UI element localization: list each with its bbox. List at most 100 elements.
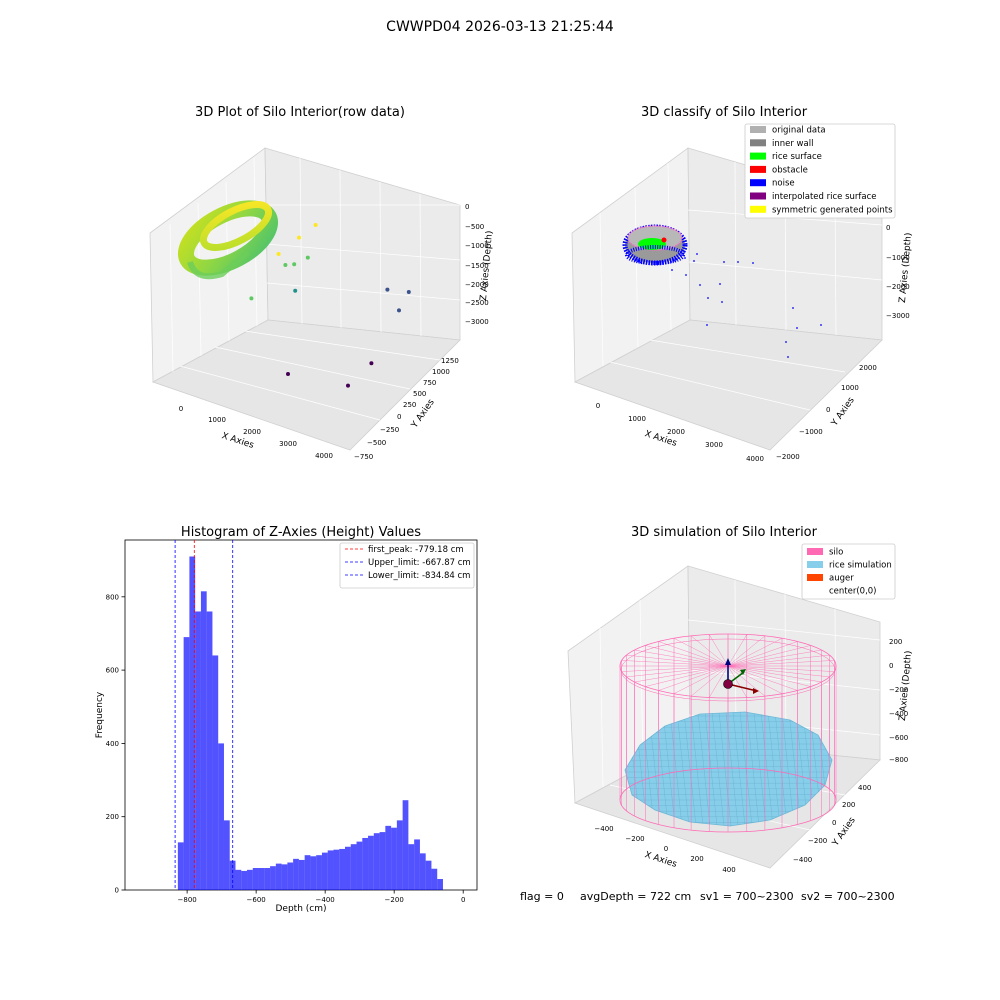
simulation-x-tick: 400: [722, 866, 735, 874]
panel-simulation-3d: 3D simulation of Silo Interior: [567, 525, 914, 874]
raw-y-tick: −250: [380, 426, 399, 434]
legend-label: obstacle: [772, 165, 808, 175]
histogram-bar: [425, 860, 432, 890]
simulation-y-tick: 200: [842, 801, 855, 809]
figure-suptitle: CWWPD04 2026-03-13 21:25:44: [386, 19, 614, 35]
raw-point: [385, 287, 390, 292]
histogram-bar: [368, 835, 374, 890]
rice-mesh-line: [683, 712, 697, 826]
footer-avg-depth: avgDepth = 722 cm: [580, 890, 691, 903]
simulation-y-tick: 400: [858, 784, 871, 792]
classify-y-tick: 2000: [859, 364, 877, 372]
histogram-bar: [414, 839, 420, 890]
simulation-z-tick: −800: [889, 756, 908, 764]
rice-mesh-line: [739, 712, 753, 826]
simulation-z-tick: −400: [889, 710, 908, 718]
raw-y-tick: 250: [403, 401, 416, 409]
legend-swatch: [807, 548, 823, 555]
rice-mesh-line: [788, 712, 802, 826]
panel-classify-3d: 3D classify of Silo Interior: [571, 105, 914, 463]
histogram-bar: [391, 827, 397, 890]
noise-point: [684, 257, 686, 259]
legend-label: noise: [772, 179, 795, 189]
raw-y-ticks: −750 −500 −250 0 250 500 750 1000 1250: [354, 357, 459, 461]
histogram-bar: [206, 611, 213, 890]
simulation-x-ticks: −400 −200 0 200 400: [594, 825, 735, 874]
legend-label: symmetric generated points: [772, 205, 893, 215]
classify-y-ticks: −2000 −1000 0 1000 2000: [776, 364, 877, 461]
legend-swatch: [750, 152, 766, 160]
raw-x-tick: 4000: [315, 452, 333, 460]
silo-roof-spoke: [709, 634, 729, 667]
silo-roof-spoke: [727, 665, 822, 683]
histogram-bar: [304, 855, 311, 890]
raw-x-tick: 0: [179, 405, 183, 413]
noise-point: [685, 274, 687, 276]
simulation-z-tick: 0: [889, 662, 893, 670]
silo-roof-spoke: [634, 649, 729, 667]
classify-z-tick: −3000: [886, 312, 910, 320]
silo-roof-spoke: [709, 665, 729, 698]
silo-roof-spoke: [727, 665, 811, 687]
simulation-x-label: X Axies: [643, 850, 678, 870]
histogram-bar: [362, 837, 369, 890]
histogram-bar: [437, 879, 443, 890]
legend-label: silo: [829, 548, 843, 558]
histogram-bar: [264, 868, 271, 890]
classify-y-tick: 1000: [841, 384, 859, 392]
histogram-bar: [200, 591, 207, 890]
noise-point: [671, 269, 673, 271]
histogram-x-tick: −800: [178, 896, 197, 904]
raw-z-label: Z Axies (Depth): [479, 230, 495, 301]
silo-roof-spoke: [673, 665, 729, 694]
silo-roof-spoke: [727, 665, 798, 691]
panel-raw-3d: 3D Plot of Silo Interior(row data): [149, 105, 495, 461]
classify-z-label: Z Axies (Depth): [898, 232, 914, 303]
raw-scatter-points: [249, 223, 411, 388]
legend-label: Lower_limit: -834.84 cm: [368, 571, 470, 581]
raw-x-tick: 3000: [279, 440, 297, 448]
noise-point: [820, 324, 822, 326]
raw-x-tick: 2000: [243, 428, 261, 436]
simulation-y-tick: −400: [793, 856, 812, 864]
silo-roof-spoke: [645, 645, 729, 667]
histogram-bar: [339, 848, 345, 890]
legend-swatch: [807, 561, 823, 568]
simulation-legend: silo rice simulation auger center(0,0): [801, 543, 896, 600]
panel-classify-axes-box: [571, 147, 883, 451]
legend-label: rice simulation: [829, 561, 892, 571]
histogram-bar: [298, 859, 305, 890]
histogram-x-tick: −200: [385, 896, 404, 904]
silo-roof-spoke: [658, 665, 729, 691]
silo-roof-spoke: [658, 641, 729, 667]
panel-raw-axes-box: [149, 147, 461, 451]
raw-z-ticks: 0 −500 −1000 −1500 −2000 −2500 −3000: [465, 203, 489, 326]
legend-label: first_peak: -779.18 cm: [368, 545, 464, 555]
rice-mesh-line: [711, 712, 725, 826]
histogram-reference-lines: [174, 540, 234, 890]
histogram-bar: [379, 832, 386, 890]
histogram-bar: [235, 869, 242, 890]
simulation-z-label: Z Axies (Depth): [898, 650, 914, 721]
histogram-bar: [396, 820, 403, 890]
histogram-bar: [252, 868, 259, 890]
raw-y-tick: 750: [423, 379, 436, 387]
histogram-bar: [356, 841, 363, 890]
histogram-bar: [293, 858, 299, 890]
rice-mesh-line: [732, 712, 746, 826]
simulation-z-tick: −200: [889, 686, 908, 694]
histogram-bar: [241, 870, 248, 890]
silo-roof-spoke: [727, 665, 783, 694]
legend-label: interpolated rice surface: [772, 192, 877, 202]
histogram-bar: [431, 868, 438, 890]
histogram-plot-area: [124, 539, 478, 891]
histogram-bar: [212, 655, 219, 890]
raw-y-tick: 500: [413, 390, 426, 398]
raw-z-tick: 0: [465, 203, 469, 211]
classify-point-cloud: [622, 224, 688, 266]
histogram-bar: [321, 852, 328, 890]
histogram-bar: [333, 849, 340, 890]
legend-label: auger: [829, 574, 854, 584]
silo-roof-spoke: [727, 634, 747, 667]
